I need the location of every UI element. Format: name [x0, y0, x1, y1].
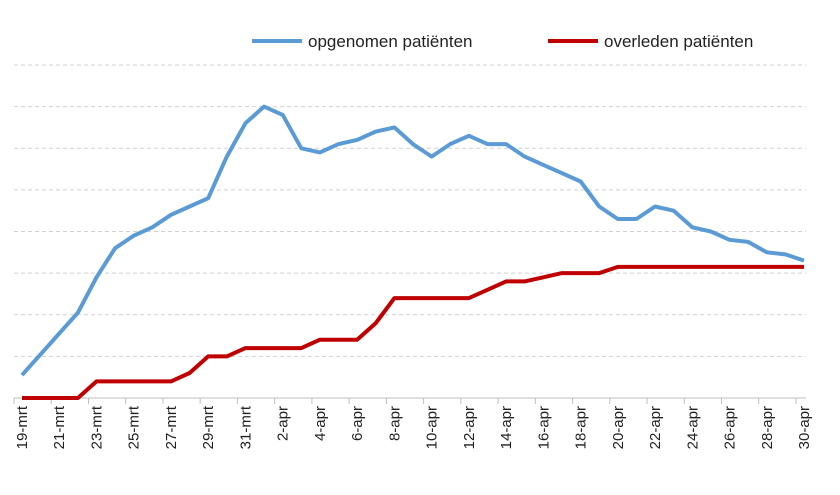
x-tick-label: 24-apr — [684, 406, 701, 449]
x-tick-label: 20-apr — [610, 406, 627, 449]
x-tick-label: 6-apr — [349, 406, 366, 441]
x-tick-label: 31-mrt — [237, 405, 254, 449]
legend: opgenomen patiënten overleden patiënten — [252, 32, 753, 51]
x-tick-label: 16-apr — [535, 406, 552, 449]
x-tick-label: 27-mrt — [163, 405, 180, 449]
series-line-overleden — [22, 264, 804, 400]
x-axis-tick-labels: 19-mrt 21-mrt 23-mrt 25-mrt 27-mrt 29-mrt 31-m… — [14, 405, 813, 449]
x-tick-label: 2-apr — [275, 406, 292, 441]
x-tick-label: 23-mrt — [88, 405, 105, 449]
x-axis-ticks — [13, 398, 797, 404]
x-tick-label: 18-apr — [573, 406, 590, 449]
series-lines — [20, 104, 805, 400]
x-tick-label: 21-mrt — [51, 405, 68, 449]
x-tick-label: 14-apr — [498, 406, 515, 449]
x-tick-label: 29-mrt — [200, 405, 217, 449]
legend-label-overleden: overleden patiënten — [604, 32, 753, 51]
gridlines — [14, 64, 806, 357]
x-tick-label: 22-apr — [647, 406, 664, 449]
series-line-opgenomen — [20, 104, 805, 377]
x-tick-label: 12-apr — [461, 406, 478, 449]
legend-label-opgenomen: opgenomen patiënten — [308, 32, 472, 51]
x-tick-label: 25-mrt — [126, 405, 143, 449]
x-tick-label: 30-apr — [796, 406, 813, 449]
x-tick-label: 4-apr — [312, 406, 329, 441]
x-tick-label: 28-apr — [759, 406, 776, 449]
x-tick-label: 19-mrt — [14, 405, 31, 449]
x-tick-label: 10-apr — [424, 406, 441, 449]
x-tick-label: 26-apr — [722, 406, 739, 449]
x-tick-label: 8-apr — [386, 406, 403, 441]
